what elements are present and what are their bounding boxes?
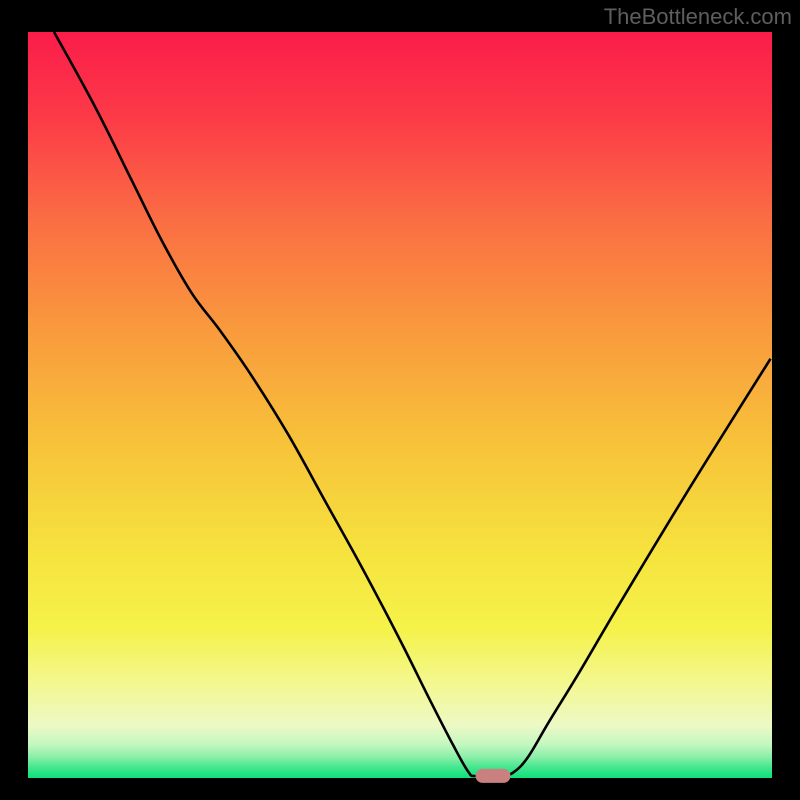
chart-plot-area: [28, 32, 772, 778]
chart-line-svg: [28, 32, 772, 778]
bottleneck-curve: [54, 32, 770, 777]
watermark-text: TheBottleneck.com: [604, 4, 792, 30]
optimum-marker: [476, 769, 511, 783]
